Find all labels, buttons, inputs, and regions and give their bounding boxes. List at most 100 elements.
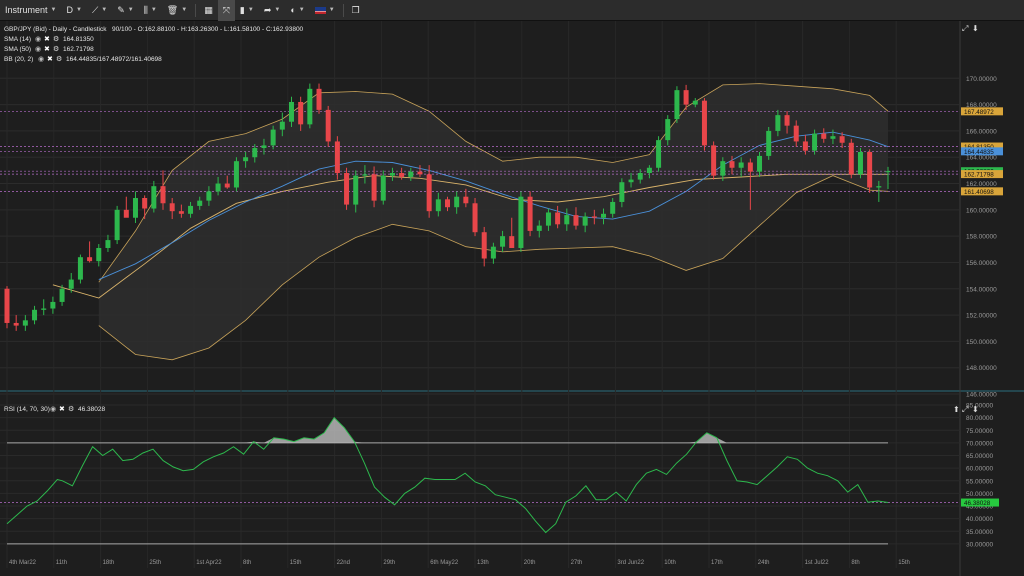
candle[interactable] <box>701 98 707 151</box>
candle[interactable] <box>288 96 294 127</box>
toolbar-delete-button[interactable]: 🗑 ▼ <box>162 0 192 21</box>
toolbar-popout-button[interactable]: ❐ <box>347 0 365 21</box>
candle[interactable] <box>114 205 120 245</box>
candle[interactable] <box>307 83 313 129</box>
candle[interactable] <box>573 207 579 230</box>
candle[interactable] <box>233 157 239 192</box>
candle[interactable] <box>353 170 359 213</box>
candle[interactable] <box>316 83 322 114</box>
candle[interactable] <box>252 144 258 163</box>
candle[interactable] <box>22 315 28 331</box>
candle[interactable] <box>105 234 111 252</box>
candle[interactable] <box>646 165 652 179</box>
toolbar-share-button[interactable]: ➦ ▼ <box>259 0 286 21</box>
candle[interactable] <box>555 205 561 229</box>
candle[interactable] <box>720 157 726 181</box>
candle[interactable] <box>784 111 790 134</box>
candle[interactable] <box>77 254 83 284</box>
candle[interactable] <box>50 296 56 314</box>
candle[interactable] <box>619 178 625 208</box>
visibility-eye-icon[interactable]: ◉ <box>35 45 41 53</box>
rsi-pane[interactable] <box>0 397 960 560</box>
candle[interactable] <box>839 132 845 149</box>
expand-pane-icon[interactable]: ⤢ <box>961 405 968 414</box>
toolbar-uk-flag-button[interactable]: ▼ <box>310 0 340 21</box>
candle[interactable] <box>215 176 221 196</box>
indicator-settings-icon[interactable]: ⚙ <box>56 55 62 63</box>
remove-indicator-icon[interactable]: ✖ <box>59 405 65 413</box>
candle[interactable] <box>876 180 882 202</box>
candle[interactable] <box>729 155 735 175</box>
candle[interactable] <box>802 134 808 155</box>
candle[interactable] <box>178 204 184 218</box>
candle[interactable] <box>867 149 873 193</box>
candle[interactable] <box>454 191 460 214</box>
candle[interactable] <box>270 125 276 150</box>
candle[interactable] <box>243 151 249 168</box>
candle[interactable] <box>408 167 414 181</box>
candle[interactable] <box>857 148 863 179</box>
candle[interactable] <box>812 129 818 155</box>
toolbar-caret-down-button[interactable]: Instrument ▼ <box>0 0 61 21</box>
candle[interactable] <box>132 191 138 223</box>
candle[interactable] <box>59 284 65 306</box>
visibility-eye-icon[interactable]: ◉ <box>50 405 56 413</box>
toolbar-pencil-button[interactable]: ✎ ▼ <box>112 0 139 21</box>
candle[interactable] <box>793 120 799 147</box>
candle[interactable] <box>830 129 836 145</box>
candle[interactable] <box>68 272 74 293</box>
indicator-settings-icon[interactable]: ⚙ <box>68 405 74 413</box>
candle[interactable] <box>582 212 588 233</box>
toolbar-caret-down-button[interactable]: D ▼ <box>61 0 86 21</box>
candle[interactable] <box>435 192 441 217</box>
indicator-settings-icon[interactable]: ⚙ <box>53 35 59 43</box>
indicator-settings-icon[interactable]: ⚙ <box>53 45 59 53</box>
candle[interactable] <box>160 170 166 210</box>
visibility-eye-icon[interactable]: ◉ <box>35 35 41 43</box>
candle[interactable] <box>610 198 616 218</box>
candle[interactable] <box>298 96 304 131</box>
candle[interactable] <box>490 242 496 264</box>
candle[interactable] <box>628 173 634 188</box>
candle[interactable] <box>389 167 395 181</box>
expand-pane-icon[interactable]: ⤢ <box>961 24 968 33</box>
candle[interactable] <box>885 166 891 190</box>
candle[interactable] <box>775 109 781 137</box>
candle[interactable] <box>674 86 680 124</box>
candle[interactable] <box>4 286 10 329</box>
candle[interactable] <box>711 141 717 180</box>
candle[interactable] <box>188 201 194 218</box>
candle[interactable] <box>481 226 487 267</box>
candle[interactable] <box>399 167 405 180</box>
candle[interactable] <box>426 165 432 218</box>
candle[interactable] <box>325 105 331 147</box>
candle[interactable] <box>13 315 19 331</box>
candle[interactable] <box>380 170 386 205</box>
candle[interactable] <box>747 158 753 210</box>
candle[interactable] <box>417 165 423 177</box>
candle[interactable] <box>151 180 157 213</box>
candle[interactable] <box>821 128 827 143</box>
candle[interactable] <box>334 136 340 180</box>
toolbar-bar-chart-button[interactable]: ▮ ▼ <box>235 0 259 21</box>
candle[interactable] <box>637 169 643 184</box>
toolbar-layout-button[interactable]: ▦ <box>199 0 218 21</box>
candle[interactable] <box>279 112 285 137</box>
candle[interactable] <box>362 165 368 184</box>
visibility-eye-icon[interactable]: ◉ <box>38 55 44 63</box>
remove-indicator-icon[interactable]: ✖ <box>47 55 53 63</box>
candle[interactable] <box>766 126 772 160</box>
candle[interactable] <box>738 157 744 177</box>
toolbar-candle-type-button[interactable]: ⫼ ▼ <box>139 0 162 21</box>
candle[interactable] <box>472 198 478 237</box>
candle[interactable] <box>500 230 506 252</box>
candle[interactable] <box>601 208 607 225</box>
candle[interactable] <box>665 115 671 146</box>
move-down-icon[interactable]: ⬇ <box>972 405 979 414</box>
candle[interactable] <box>344 167 350 210</box>
candle[interactable] <box>545 208 551 231</box>
toolbar-theme-button[interactable]: ◐ ▼ <box>285 0 309 21</box>
candle[interactable] <box>41 299 47 316</box>
candle[interactable] <box>509 217 515 248</box>
candle[interactable] <box>261 138 267 155</box>
